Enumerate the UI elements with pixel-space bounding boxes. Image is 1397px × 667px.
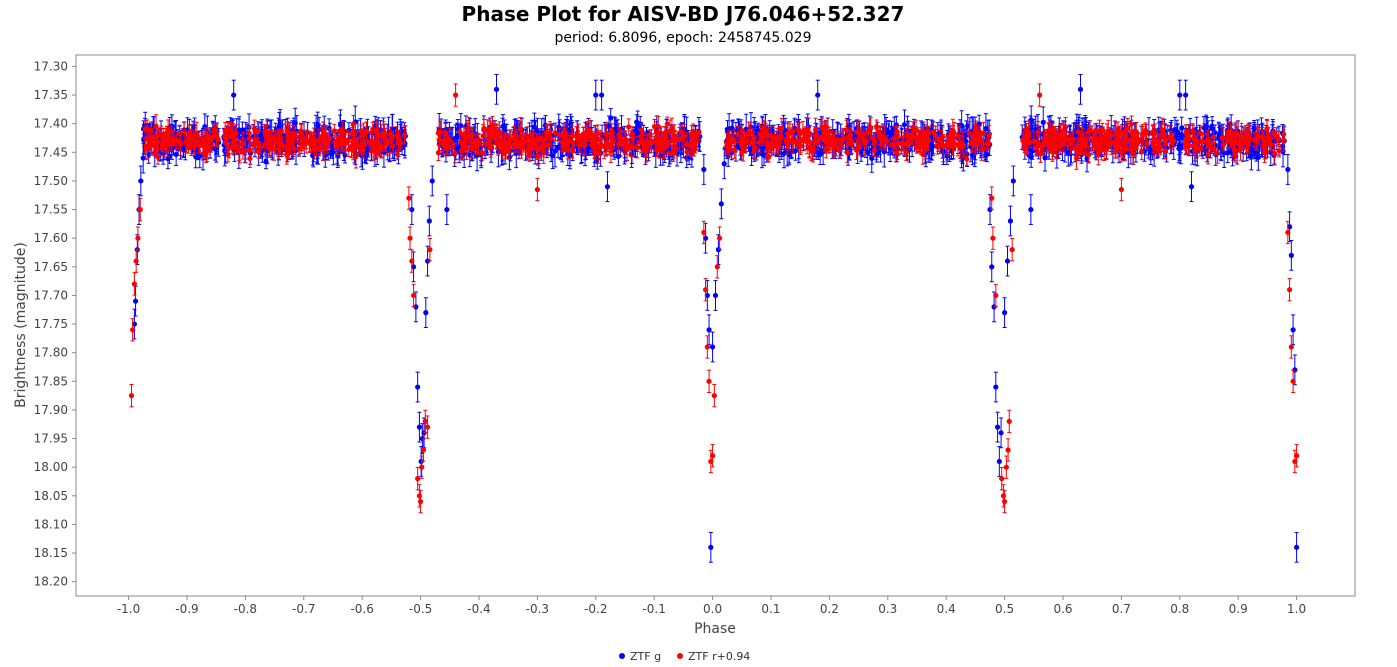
y-tick-label: 18.05 <box>34 489 68 503</box>
x-tick-label: 0.5 <box>995 602 1014 616</box>
x-tick-label: 0.0 <box>703 602 722 616</box>
y-tick-label: 17.55 <box>34 203 68 217</box>
ztf-g-point <box>615 153 621 160</box>
x-tick-label: 0.1 <box>761 602 780 616</box>
x-tick-label: 0.8 <box>1170 602 1189 616</box>
x-tick-label: 0.6 <box>1053 602 1072 616</box>
x-tick-label: -0.9 <box>175 602 198 616</box>
ztf-g-point <box>550 153 556 159</box>
y-tick-label: 17.35 <box>34 88 68 102</box>
x-tick-label: -0.7 <box>292 602 315 616</box>
ztf-g-point <box>263 159 269 165</box>
x-tick-label: -0.1 <box>642 602 665 616</box>
ztf-g-point <box>881 149 887 155</box>
y-tick-label: 17.65 <box>34 260 68 274</box>
y-axis-ticks: 17.30 17.35 17.40 17.45 17.50 17.55 17.60 17.65… <box>34 59 76 589</box>
chart-title: Phase Plot for AISV-BD J76.046+52.327 <box>462 2 905 26</box>
ztf-g-point <box>552 148 558 154</box>
y-tick-label: 17.40 <box>34 117 68 131</box>
x-tick-label: 1.0 <box>1287 602 1306 616</box>
data-points <box>128 73 1300 563</box>
x-axis-ticks: -1.0 -0.9 -0.8 -0.7 -0.6 -0.5 -0.4 -0.3 -0.2 -0.1… <box>117 596 1306 616</box>
x-tick-label: -0.2 <box>584 602 607 616</box>
y-tick-label: 17.60 <box>34 231 68 245</box>
x-tick-label: 0.9 <box>1229 602 1248 616</box>
x-tick-label: -0.8 <box>234 602 257 616</box>
x-tick-label: -1.0 <box>117 602 140 616</box>
x-tick-label: -0.3 <box>526 602 549 616</box>
ztf-g-point <box>1179 125 1185 131</box>
x-tick-label: -0.6 <box>350 602 373 616</box>
y-tick-label: 18.10 <box>34 517 68 531</box>
y-tick-label: 17.75 <box>34 317 68 331</box>
y-tick-label: 18.20 <box>34 575 68 589</box>
y-tick-label: 17.80 <box>34 346 68 360</box>
x-tick-label: 0.2 <box>820 602 839 616</box>
x-tick-label: 0.4 <box>937 602 956 616</box>
y-tick-label: 18.00 <box>34 460 68 474</box>
x-tick-label: -0.4 <box>467 602 490 616</box>
x-tick-label: 0.7 <box>1112 602 1131 616</box>
ztf-g-point <box>1251 125 1257 131</box>
ztf-g-point <box>729 125 735 131</box>
ztf-g-point <box>1172 127 1178 133</box>
ztf-g-point <box>1147 150 1153 156</box>
x-tick-label: 0.3 <box>878 602 897 616</box>
ztf-g-point <box>792 148 799 154</box>
ztf-g-point <box>1040 119 1046 125</box>
ztf-g-point <box>165 155 171 162</box>
chart-subtitle: period: 6.8096, epoch: 2458745.029 <box>555 30 812 46</box>
y-tick-label: 17.45 <box>34 145 68 159</box>
ztf-g-point <box>452 135 459 141</box>
x-tick-label: -0.5 <box>409 602 432 616</box>
y-tick-label: 17.95 <box>34 432 68 446</box>
y-tick-label: 17.85 <box>34 374 68 388</box>
y-tick-label: 17.70 <box>34 288 68 302</box>
y-tick-label: 17.50 <box>34 174 68 188</box>
y-tick-label: 17.90 <box>34 403 68 417</box>
ztf-g-point <box>901 121 908 128</box>
y-tick-label: 17.30 <box>34 59 68 73</box>
y-tick-label: 18.15 <box>34 546 68 560</box>
